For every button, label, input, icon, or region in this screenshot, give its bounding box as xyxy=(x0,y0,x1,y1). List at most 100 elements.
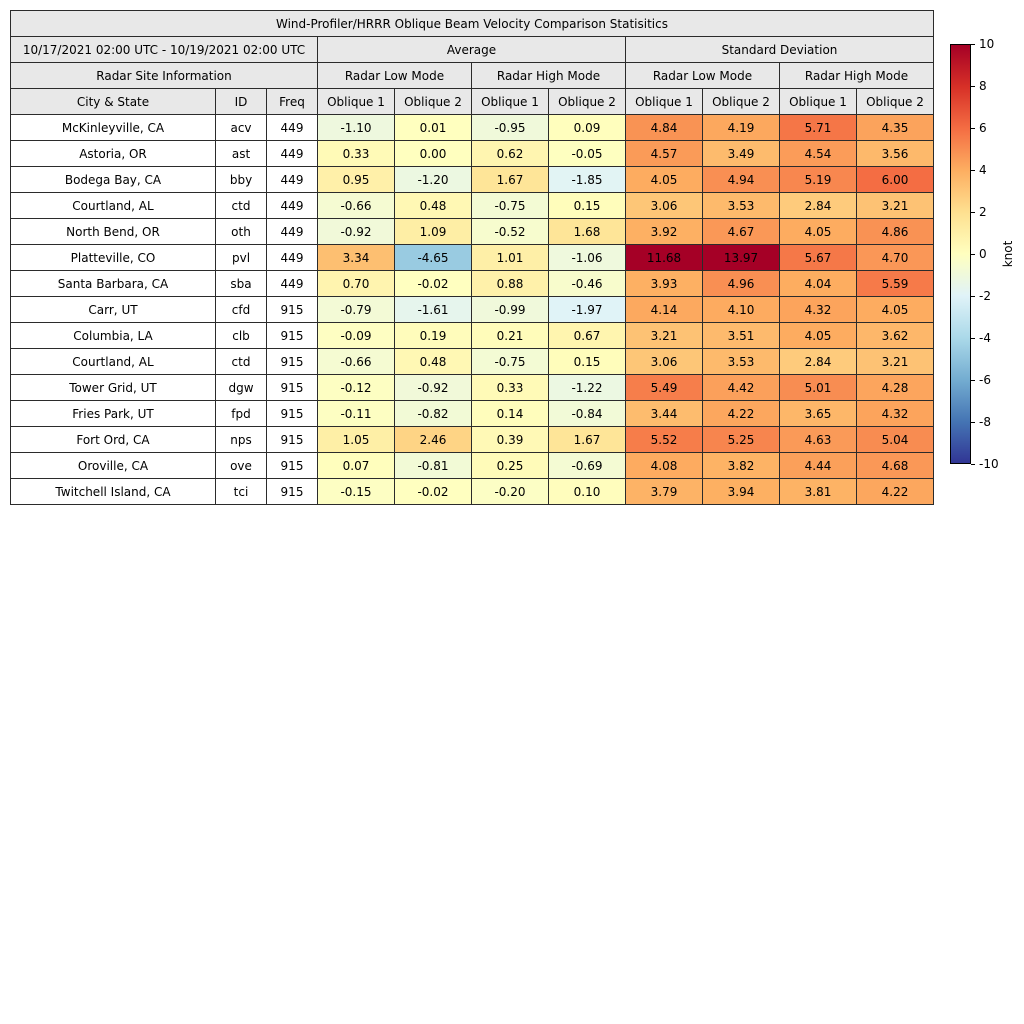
value-cell: 1.68 xyxy=(548,218,626,245)
mode-header-row: Radar Site Information Radar Low Mode Ra… xyxy=(10,62,934,89)
value-cell: 5.71 xyxy=(779,114,857,141)
city-cell: Twitchell Island, CA xyxy=(10,478,216,505)
freq-cell: 915 xyxy=(266,478,318,505)
value-cell: 1.09 xyxy=(394,218,472,245)
table-row: Astoria, OR ast 449 0.33 0.00 0.62 -0.05 4.57 3.… xyxy=(10,140,934,167)
colorbar-tick-label: 0 xyxy=(979,247,987,261)
value-cell: -1.97 xyxy=(548,296,626,323)
colorbar-tick-mark xyxy=(971,44,975,45)
value-cell: 0.15 xyxy=(548,348,626,375)
site-id-cell: tci xyxy=(215,478,267,505)
value-cell: -0.75 xyxy=(471,192,549,219)
site-id-cell: oth xyxy=(215,218,267,245)
site-id-cell: pvl xyxy=(215,244,267,271)
value-cell: 3.34 xyxy=(317,244,395,271)
freq-cell: 915 xyxy=(266,426,318,453)
title-row: Wind-Profiler/HRRR Oblique Beam Velocity… xyxy=(10,10,934,37)
value-cell: 11.68 xyxy=(625,244,703,271)
value-cell: 0.70 xyxy=(317,270,395,297)
value-cell: -0.92 xyxy=(317,218,395,245)
colorbar-tick-label: -4 xyxy=(979,331,991,345)
site-id-cell: ast xyxy=(215,140,267,167)
value-cell: 2.46 xyxy=(394,426,472,453)
value-cell: 0.48 xyxy=(394,192,472,219)
value-cell: -0.05 xyxy=(548,140,626,167)
freq-cell: 449 xyxy=(266,114,318,141)
site-id-cell: nps xyxy=(215,426,267,453)
freq-cell: 449 xyxy=(266,166,318,193)
value-cell: -0.69 xyxy=(548,452,626,479)
value-cell: 4.63 xyxy=(779,426,857,453)
value-cell: 5.04 xyxy=(856,426,934,453)
col-header-id: ID xyxy=(215,88,267,115)
value-cell: 4.70 xyxy=(856,244,934,271)
site-id-cell: cfd xyxy=(215,296,267,323)
value-cell: 2.84 xyxy=(779,192,857,219)
value-cell: 3.93 xyxy=(625,270,703,297)
colorbar-tick-mark xyxy=(971,86,975,87)
value-cell: 4.32 xyxy=(779,296,857,323)
value-cell: -0.99 xyxy=(471,296,549,323)
table-row: Oroville, CA ove 915 0.07 -0.81 0.25 -0.69 4.08… xyxy=(10,452,934,479)
value-cell: 3.81 xyxy=(779,478,857,505)
value-cell: 5.49 xyxy=(625,374,703,401)
colorbar-tick-mark xyxy=(971,338,975,339)
city-cell: Platteville, CO xyxy=(10,244,216,271)
freq-cell: 449 xyxy=(266,270,318,297)
value-cell: 4.86 xyxy=(856,218,934,245)
value-cell: -4.65 xyxy=(394,244,472,271)
col-header-avg-high-oblique1: Oblique 1 xyxy=(471,88,549,115)
freq-cell: 449 xyxy=(266,192,318,219)
site-id-cell: acv xyxy=(215,114,267,141)
site-id-cell: fpd xyxy=(215,400,267,427)
table-row: Courtland, AL ctd 449 -0.66 0.48 -0.75 0.15 3.0… xyxy=(10,192,934,219)
colorbar-tick-label: 4 xyxy=(979,163,987,177)
stddev-group-header: Standard Deviation xyxy=(625,36,934,63)
value-cell: 0.33 xyxy=(471,374,549,401)
colorbar-tick-mark xyxy=(971,296,975,297)
value-cell: 4.05 xyxy=(779,322,857,349)
value-cell: 4.35 xyxy=(856,114,934,141)
colorbar-tick-mark xyxy=(971,128,975,129)
table-row: Carr, UT cfd 915 -0.79 -1.61 -0.99 -1.97 4.14 4.… xyxy=(10,296,934,323)
city-cell: North Bend, OR xyxy=(10,218,216,245)
site-id-cell: ctd xyxy=(215,348,267,375)
colorbar: 10 8 6 4 2 0 -2 -4 -6 -8 -10 knot xyxy=(950,37,1024,471)
value-cell: 4.05 xyxy=(856,296,934,323)
table-row: Fort Ord, CA nps 915 1.05 2.46 0.39 1.67 5.52 5.… xyxy=(10,426,934,453)
value-cell: 5.19 xyxy=(779,166,857,193)
table-row: Santa Barbara, CA sba 449 0.70 -0.02 0.88 -0.4… xyxy=(10,270,934,297)
value-cell: -1.06 xyxy=(548,244,626,271)
column-header-row: City & State ID Freq Oblique 1 Oblique 2… xyxy=(10,88,934,115)
value-cell: -0.20 xyxy=(471,478,549,505)
value-cell: -0.46 xyxy=(548,270,626,297)
value-cell: 3.06 xyxy=(625,348,703,375)
table-row: Bodega Bay, CA bby 449 0.95 -1.20 1.67 -1.85 4.… xyxy=(10,166,934,193)
value-cell: 4.10 xyxy=(702,296,780,323)
value-cell: -1.20 xyxy=(394,166,472,193)
value-cell: 3.82 xyxy=(702,452,780,479)
value-cell: 0.33 xyxy=(317,140,395,167)
freq-cell: 915 xyxy=(266,348,318,375)
table-row: Fries Park, UT fpd 915 -0.11 -0.82 0.14 -0.84 3… xyxy=(10,400,934,427)
value-cell: 0.48 xyxy=(394,348,472,375)
city-cell: Fort Ord, CA xyxy=(10,426,216,453)
value-cell: 5.67 xyxy=(779,244,857,271)
value-cell: -0.81 xyxy=(394,452,472,479)
colorbar-tick-label: 2 xyxy=(979,205,987,219)
value-cell: 3.06 xyxy=(625,192,703,219)
table-title: Wind-Profiler/HRRR Oblique Beam Velocity… xyxy=(10,10,934,37)
value-cell: 0.14 xyxy=(471,400,549,427)
city-cell: Carr, UT xyxy=(10,296,216,323)
city-cell: Santa Barbara, CA xyxy=(10,270,216,297)
value-cell: 3.49 xyxy=(702,140,780,167)
value-cell: 1.67 xyxy=(548,426,626,453)
colorbar-tick-mark xyxy=(971,254,975,255)
colorbar-tick-label: -6 xyxy=(979,373,991,387)
value-cell: 4.94 xyxy=(702,166,780,193)
colorbar-tick-label: -10 xyxy=(979,457,999,471)
value-cell: -1.22 xyxy=(548,374,626,401)
colorbar-axis-label: knot xyxy=(1001,240,1015,268)
avg-high-mode-header: Radar High Mode xyxy=(471,62,626,89)
colorbar-tick-mark xyxy=(971,212,975,213)
